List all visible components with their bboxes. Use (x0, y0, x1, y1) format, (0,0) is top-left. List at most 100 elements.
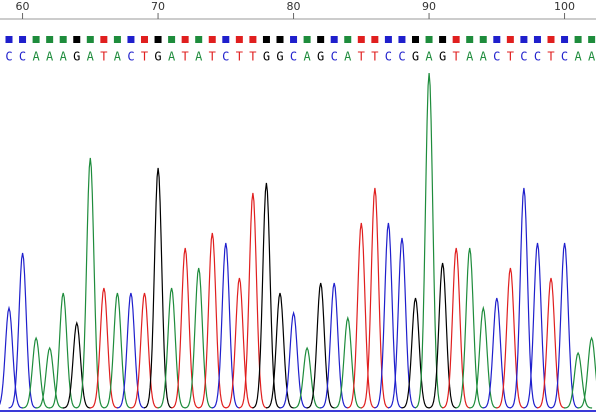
base-call: C (290, 50, 297, 64)
base-call: G (276, 50, 283, 64)
ruler-label: 90 (422, 0, 436, 13)
quality-box (141, 36, 148, 43)
peak (360, 187, 390, 409)
base-call: T (236, 50, 243, 64)
base-call: C (19, 50, 26, 64)
peak (550, 242, 579, 409)
quality-box (439, 36, 447, 43)
peak (198, 232, 227, 409)
peak (211, 242, 240, 409)
base-call: G (317, 50, 324, 64)
peak (387, 237, 417, 409)
peak (8, 252, 37, 409)
ruler-label: 80 (287, 0, 301, 13)
peak (523, 242, 552, 409)
base-call: A (60, 50, 68, 64)
base-call: G (154, 50, 161, 64)
base-call: A (195, 50, 203, 64)
peak (455, 247, 484, 409)
base-call: A (46, 50, 54, 64)
quality-box (506, 36, 514, 43)
quality-box (479, 36, 487, 43)
base-call: A (425, 50, 433, 64)
quality-box (113, 36, 121, 43)
quality-box (73, 36, 81, 43)
base-call: A (168, 50, 176, 64)
base-call: C (520, 50, 527, 64)
quality-box (330, 36, 338, 43)
quality-box (32, 36, 40, 43)
base-call: C (127, 50, 134, 64)
peak (225, 277, 254, 409)
quality-box (412, 36, 419, 43)
peak (143, 167, 173, 409)
quality-box (520, 36, 528, 43)
base-call: C (5, 50, 12, 64)
quality-box (5, 36, 13, 43)
peak (428, 262, 457, 409)
quality-box (276, 36, 284, 43)
base-call: C (331, 50, 338, 64)
peak (482, 297, 511, 409)
quality-box (235, 36, 243, 43)
base-call: C (222, 50, 229, 64)
base-call: T (249, 50, 256, 64)
peak (564, 351, 593, 409)
peak (374, 222, 403, 409)
peak (320, 282, 349, 409)
peak (157, 287, 186, 409)
peak (306, 282, 335, 409)
base-call: T (371, 50, 378, 64)
quality-box (249, 36, 257, 43)
base-call: G (412, 50, 419, 64)
peak (347, 222, 376, 409)
quality-box (262, 36, 270, 43)
quality-box (100, 36, 108, 43)
base-call: G (73, 50, 80, 64)
base-call: A (87, 50, 95, 64)
peak (103, 292, 132, 409)
base-call: T (358, 50, 365, 64)
peak (496, 267, 525, 409)
base-call: T (209, 50, 216, 64)
base-call: T (547, 50, 554, 64)
peak (469, 305, 498, 409)
quality-box (208, 36, 216, 43)
quality-box (168, 36, 176, 43)
quality-box (466, 36, 474, 43)
quality-box (59, 36, 67, 43)
quality-box (561, 36, 569, 43)
peak (116, 292, 145, 409)
quality-box (181, 36, 189, 43)
quality-box (574, 36, 582, 43)
quality-box (371, 36, 379, 43)
peak (536, 277, 566, 409)
ruler-label: 60 (16, 0, 30, 13)
ruler-label: 100 (554, 0, 575, 13)
base-call: T (507, 50, 514, 64)
peak (265, 292, 295, 409)
quality-box (46, 36, 54, 43)
quality-box (86, 36, 94, 43)
base-call: T (182, 50, 189, 64)
peak (184, 267, 213, 409)
quality-box (547, 36, 555, 43)
peak (89, 287, 118, 409)
base-call: A (574, 50, 582, 64)
ruler-label: 70 (151, 0, 165, 13)
quality-box (384, 36, 392, 43)
peak (509, 187, 539, 409)
peak (76, 157, 105, 409)
peak (252, 182, 281, 409)
peak (22, 336, 51, 409)
peak (442, 247, 471, 409)
peak (0, 305, 23, 409)
peak (414, 72, 444, 409)
peak (130, 292, 159, 409)
quality-box (357, 36, 365, 43)
quality-box (452, 36, 460, 43)
peak (171, 247, 200, 409)
quality-box (588, 36, 596, 43)
peak (35, 346, 64, 409)
